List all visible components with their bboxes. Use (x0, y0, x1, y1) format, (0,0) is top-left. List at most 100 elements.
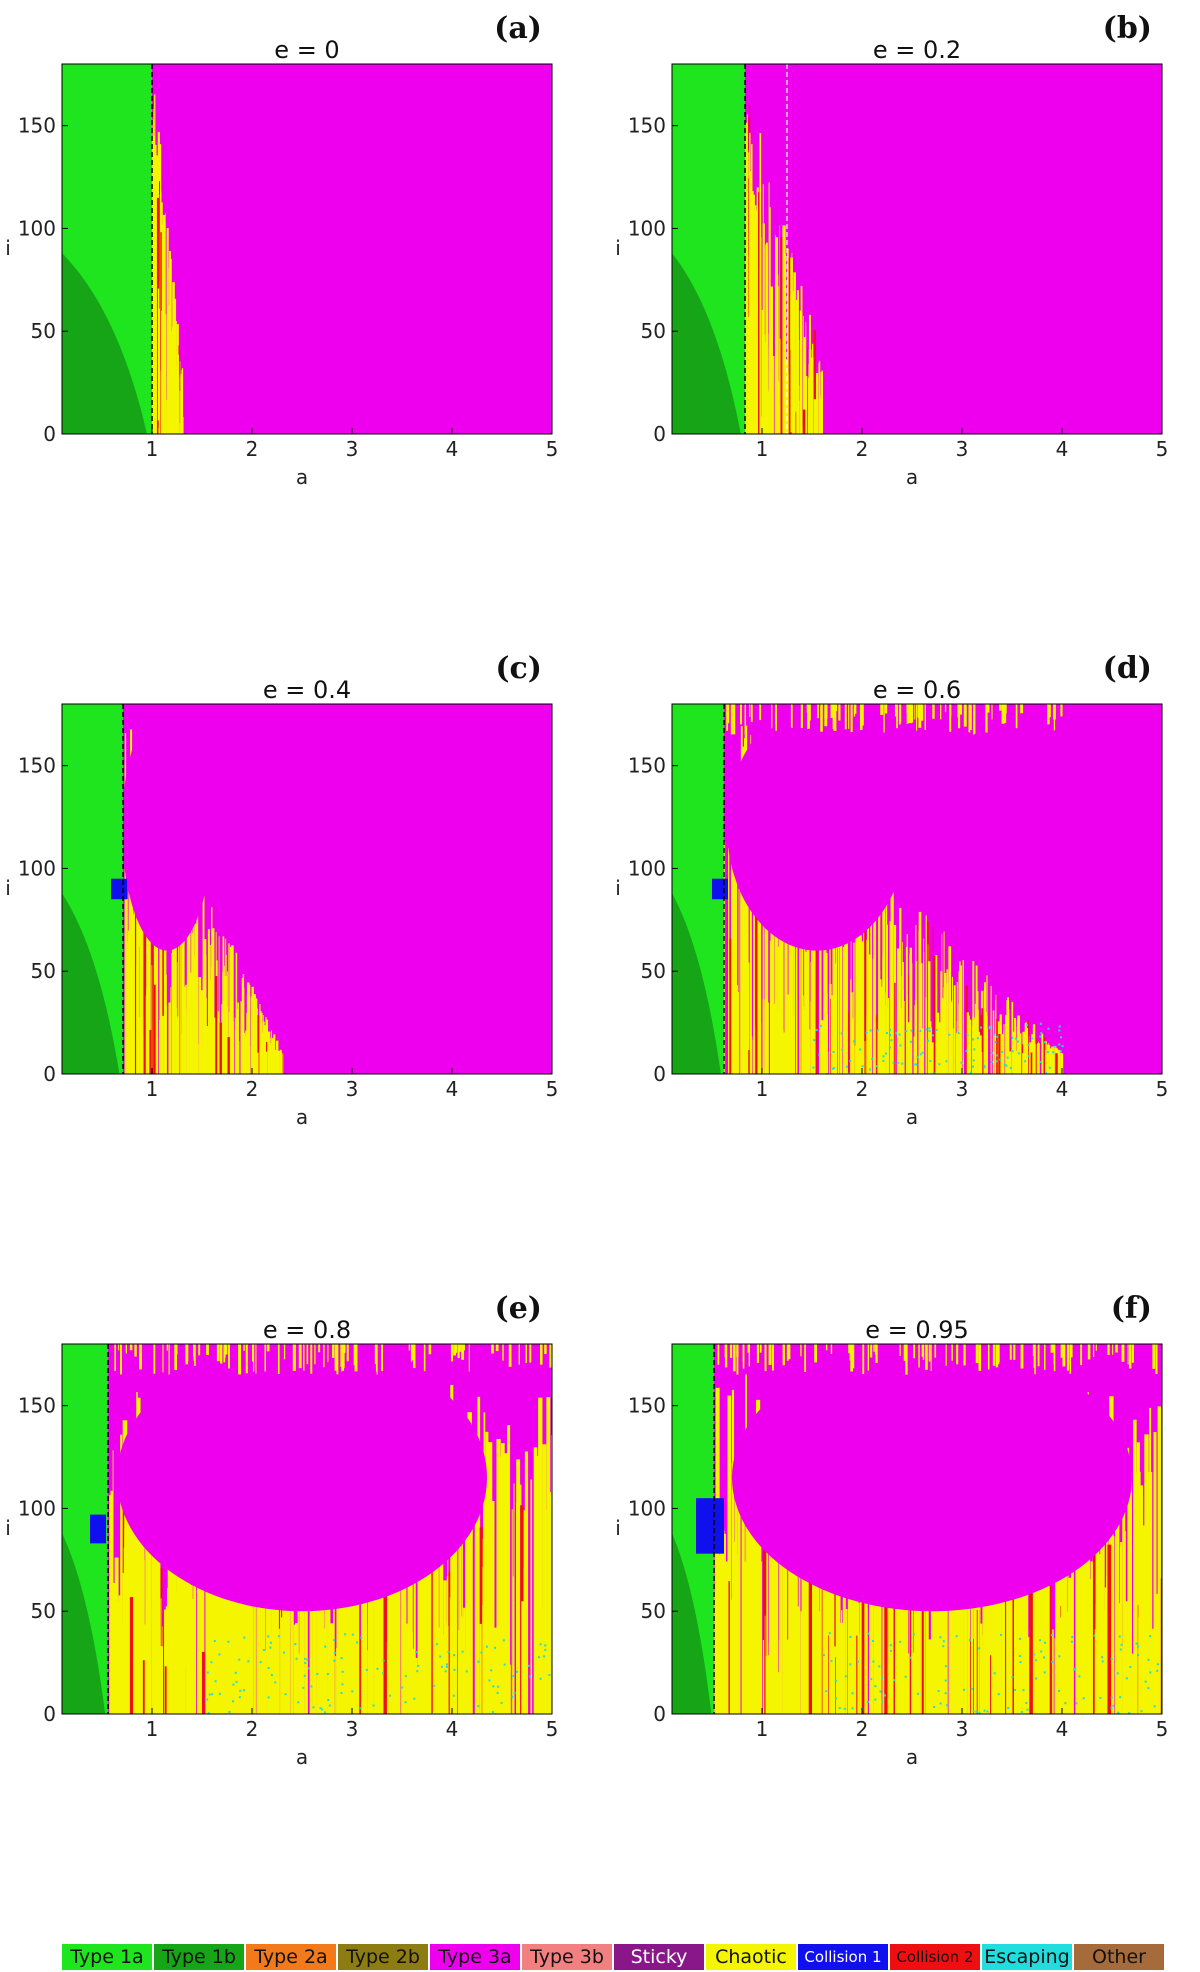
chaotic-streak (727, 1395, 732, 1714)
escaping-dot (1014, 1688, 1017, 1691)
escaping-dot (312, 1706, 315, 1709)
chaotic-streak (764, 1615, 766, 1714)
escaping-dot (1027, 1044, 1030, 1047)
escaping-dot (207, 1712, 210, 1714)
chaotic-fringe (1004, 704, 1007, 724)
y-tick-label: 100 (18, 856, 56, 880)
chaotic-streak (151, 1549, 156, 1714)
escaping-dot (870, 1678, 873, 1681)
y-axis-label: i (615, 1516, 621, 1540)
escaping-dot (1147, 1658, 1150, 1661)
chaotic-streak (178, 908, 181, 1074)
chaotic-streak (163, 303, 166, 434)
escaping-dot (1137, 1645, 1140, 1648)
chaotic-streak (824, 988, 826, 1074)
chaotic-streak (1071, 1552, 1074, 1714)
chaotic-streak (837, 896, 840, 1074)
chaotic-fringe (125, 1344, 128, 1354)
panel-label: (b) (1103, 11, 1152, 46)
chaotic-streak (990, 985, 992, 1074)
chaotic-streak (242, 973, 245, 1074)
chaotic-fringe (1053, 1344, 1055, 1365)
chaotic-streak (172, 848, 174, 1074)
chaotic-streak (903, 1616, 907, 1714)
chaotic-streak (543, 1563, 546, 1714)
chaotic-streak (774, 821, 778, 1074)
chaotic-fringe (224, 1344, 228, 1355)
y-tick-label: 50 (31, 1599, 56, 1623)
escaping-dot (444, 1670, 447, 1673)
chaotic-streak (150, 847, 151, 1074)
panel-title: e = 0 (274, 36, 339, 64)
escaping-dot (879, 1690, 882, 1693)
escaping-dot (1074, 1667, 1077, 1670)
escaping-dot (988, 1026, 991, 1029)
chaotic-streak (760, 1640, 762, 1714)
chaotic-streak (185, 1465, 189, 1714)
chaotic-fringe (859, 704, 863, 730)
chaotic-streak (772, 1015, 775, 1074)
chaotic-fringe (216, 1344, 220, 1362)
chaotic-fringe (838, 704, 841, 721)
chaotic-streak (1081, 1643, 1086, 1714)
chaotic-streak (749, 132, 751, 434)
chaotic-streak (850, 992, 853, 1074)
chaotic-fringe (223, 1344, 226, 1358)
escaping-dot (1039, 1060, 1042, 1063)
collision-band (712, 878, 728, 900)
chaotic-streak (754, 210, 757, 434)
chaotic-streak (985, 1595, 990, 1714)
chaotic-streak (422, 1594, 425, 1714)
chaotic-streak (210, 982, 213, 1074)
chaotic-streak (1043, 1036, 1045, 1074)
escaping-dot (869, 1029, 872, 1032)
plot-frame (671, 703, 1163, 1075)
chaotic-streak (230, 1583, 235, 1714)
chaotic-streak (734, 1455, 738, 1714)
escaping-dot (485, 1645, 488, 1648)
chaotic-streak (773, 1444, 778, 1714)
escaping-dot (324, 1711, 327, 1714)
chaotic-fringe (832, 704, 836, 730)
chaotic-streak (329, 1633, 332, 1714)
legend-type-1b: Type 1b (154, 1944, 246, 1970)
chaotic-streak (1028, 1020, 1029, 1074)
chaotic-streak (784, 1481, 788, 1714)
escaping-dot (304, 1657, 307, 1660)
chaotic-fringe (139, 1344, 142, 1370)
chaotic-streak (737, 1462, 741, 1714)
chaotic-streak (1160, 1578, 1162, 1714)
escaping-dot (382, 1659, 385, 1662)
escaping-dot (832, 1050, 835, 1053)
chaotic-streak (170, 987, 172, 1074)
chaotic-streak (178, 390, 180, 434)
chaotic-streak (447, 1572, 451, 1714)
chaotic-streak (845, 835, 848, 1074)
escaping-dot (503, 1663, 506, 1666)
legend-sticky: Sticky (614, 1944, 706, 1970)
escaping-dot (871, 1057, 874, 1060)
escaping-dot (915, 1063, 918, 1066)
escaping-dot (445, 1663, 448, 1666)
chaotic-streak (482, 1566, 485, 1714)
chaotic-streak (755, 868, 758, 1074)
chaotic-fringe (744, 704, 746, 735)
chaotic-streak (764, 1451, 768, 1714)
chaotic-streak (757, 832, 761, 1074)
chaotic-streak (382, 1502, 387, 1714)
chaotic-streak (177, 326, 179, 434)
chaotic-streak (794, 362, 796, 434)
chaotic-streak (1032, 1581, 1037, 1714)
chaotic-streak (164, 1609, 169, 1714)
escaping-dot (883, 1694, 886, 1697)
chaotic-streak (540, 1487, 542, 1714)
chaotic-streak (177, 1568, 181, 1714)
chaotic-streak (766, 1488, 769, 1714)
chaotic-fringe (245, 1344, 248, 1374)
chaotic-fringe (255, 1344, 257, 1374)
chaotic-streak (764, 805, 767, 1074)
chaotic-fringe (375, 1344, 378, 1372)
chaotic-streak (1055, 1053, 1058, 1074)
escaping-dot (851, 1692, 854, 1695)
chaotic-streak (1138, 1617, 1141, 1714)
